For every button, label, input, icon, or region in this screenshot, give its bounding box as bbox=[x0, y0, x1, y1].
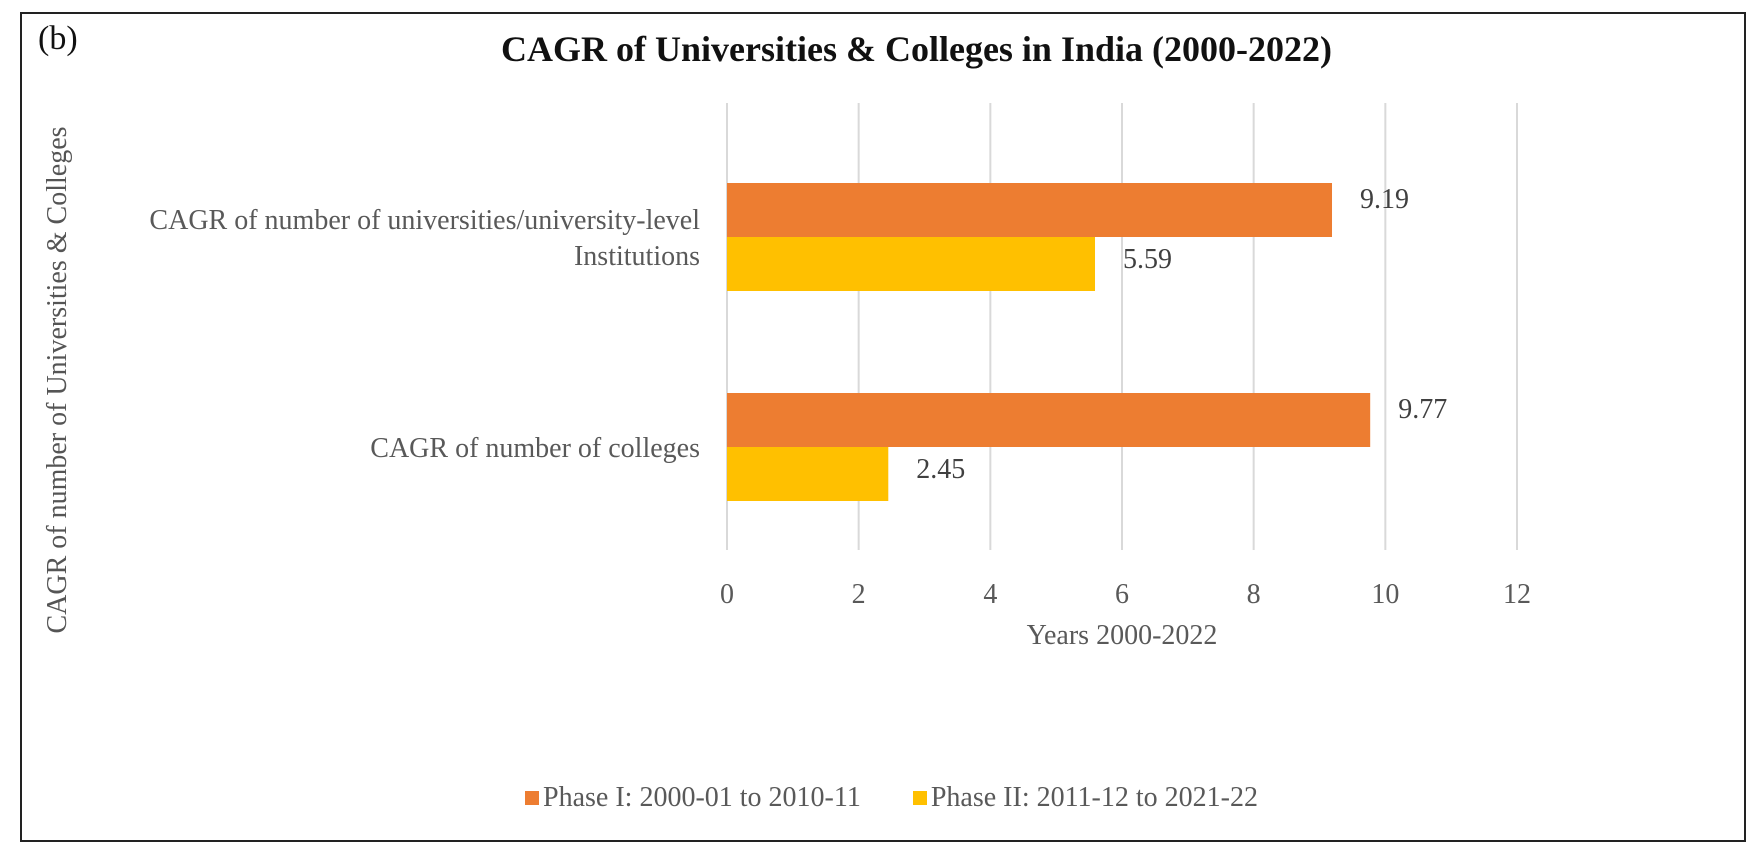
x-tick-label: 0 bbox=[720, 579, 734, 610]
legend-swatch bbox=[525, 791, 540, 805]
legend: Phase I: 2000-01 to 2010-11 Phase II: 20… bbox=[0, 782, 1753, 814]
legend-swatch bbox=[912, 791, 927, 805]
x-tick-label: 6 bbox=[1115, 579, 1129, 610]
bar-2 bbox=[727, 237, 1096, 291]
x-tick-label: 10 bbox=[1371, 579, 1399, 610]
category-label: Institutions bbox=[574, 241, 700, 272]
data-label: 9.77 bbox=[1398, 394, 1447, 425]
category-label: CAGR of number of colleges bbox=[370, 433, 700, 464]
legend-label: Phase II: 2011-12 to 2021-22 bbox=[930, 782, 1258, 813]
bar-1 bbox=[727, 183, 1333, 237]
bar-1 bbox=[727, 393, 1371, 447]
category-label: CAGR of number of universities/universit… bbox=[149, 205, 700, 236]
bar-2 bbox=[727, 447, 889, 501]
legend-item-phase-2: Phase II: 2011-12 to 2021-22 bbox=[912, 782, 1258, 814]
x-axis-title: Years 2000-2022 bbox=[1026, 620, 1218, 651]
data-label: 2.45 bbox=[916, 454, 965, 485]
data-label: 5.59 bbox=[1123, 244, 1172, 275]
panel-label: (b) bbox=[38, 20, 78, 57]
x-tick-label: 2 bbox=[852, 579, 866, 610]
x-tick-label: 12 bbox=[1503, 579, 1531, 610]
x-tick-label: 4 bbox=[983, 579, 997, 610]
legend-item-phase-1: Phase I: 2000-01 to 2010-11 bbox=[525, 782, 861, 814]
data-label: 9.19 bbox=[1360, 184, 1409, 215]
x-tick-label: 8 bbox=[1247, 579, 1261, 610]
chart-title: CAGR of Universities & Colleges in India… bbox=[501, 29, 1332, 69]
legend-label: Phase I: 2000-01 to 2010-11 bbox=[543, 782, 861, 813]
